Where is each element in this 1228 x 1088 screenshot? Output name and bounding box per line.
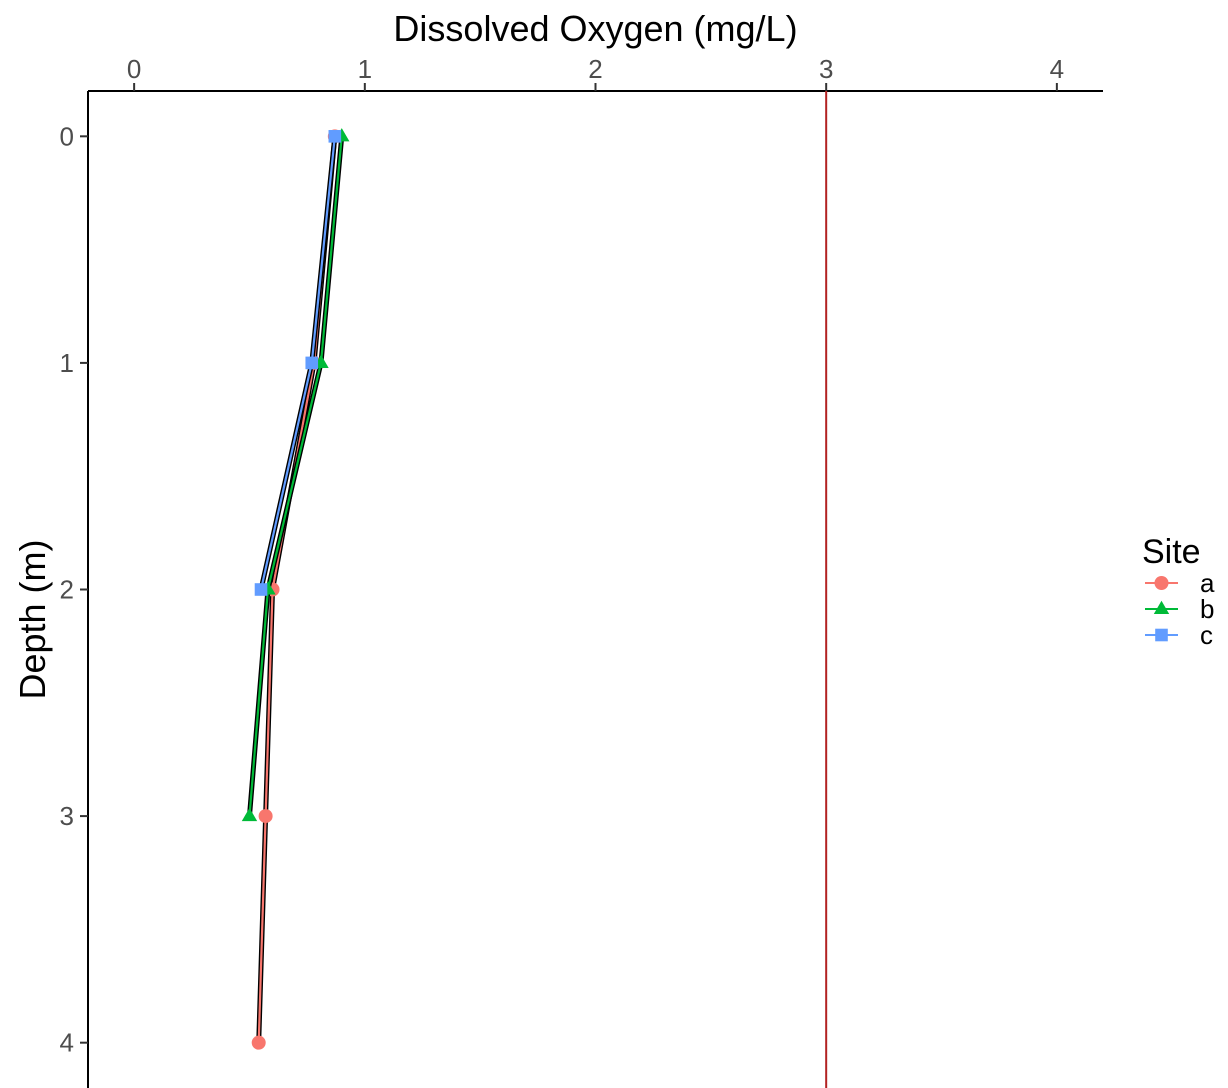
x-tick-label: 3 [819, 54, 833, 84]
x-tick-label: 4 [1050, 54, 1064, 84]
legend-title: Site [1142, 533, 1201, 571]
y-ticks: 0 1 2 3 4 [60, 121, 88, 1058]
point-a [251, 1035, 266, 1050]
x-axis-title: Dissolved Oxygen (mg/L) [393, 8, 797, 49]
legend-items: abc [1145, 568, 1215, 650]
x-tick-label: 2 [588, 54, 602, 84]
point-a [258, 809, 273, 824]
legend-item-a: a [1145, 568, 1215, 598]
point-b [241, 807, 258, 822]
series-line [248, 135, 343, 818]
legend-marker-b [1153, 600, 1170, 615]
legend-marker-c [1155, 628, 1168, 642]
y-tick-label: 4 [60, 1028, 74, 1058]
x-tick-label: 1 [358, 54, 372, 84]
legend-label: b [1200, 594, 1214, 624]
y-tick-label: 0 [60, 121, 74, 151]
legend-label: c [1200, 620, 1213, 650]
y-tick-label: 3 [60, 801, 74, 831]
point-c [254, 583, 268, 596]
axes-layer: 0 1 2 3 4 0 1 2 3 4 [60, 54, 1103, 1088]
legend-label: a [1200, 568, 1215, 598]
x-ticks: 0 1 2 3 4 [127, 54, 1064, 91]
legend: Site abc [1142, 533, 1215, 650]
point-c [305, 356, 319, 370]
legend-item-c: c [1145, 620, 1213, 650]
legend-marker-a [1154, 576, 1169, 590]
series-b [241, 128, 350, 822]
y-tick-label: 2 [60, 575, 74, 605]
y-axis-title: Depth (m) [12, 539, 53, 699]
series-c [254, 130, 342, 596]
y-tick-label: 1 [60, 348, 74, 378]
x-tick-label: 0 [127, 54, 141, 84]
legend-item-b: b [1145, 594, 1214, 624]
point-c [328, 130, 342, 143]
series-layer [241, 128, 350, 1050]
